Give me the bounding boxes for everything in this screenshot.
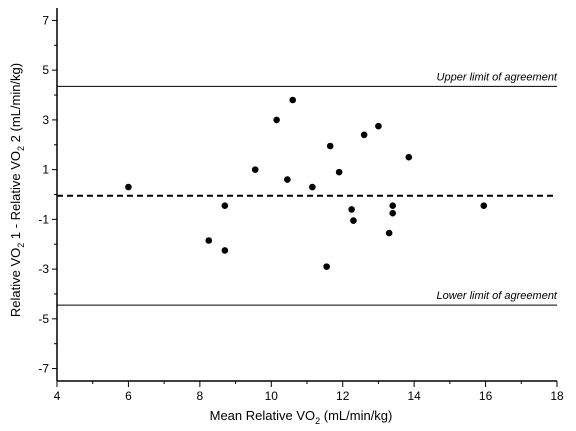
lower-limit-label: Lower limit of agreement xyxy=(437,290,558,302)
data-point xyxy=(273,116,280,124)
data-point xyxy=(405,153,413,161)
data-point xyxy=(375,122,382,130)
data-point xyxy=(125,183,132,191)
data-point xyxy=(385,229,393,237)
upper-limit-label: Upper limit of agreement xyxy=(437,71,558,83)
x-axis-title-main: Mean Relative VO xyxy=(210,408,316,423)
y-tick-label: -3 xyxy=(38,262,49,276)
data-point xyxy=(221,202,229,209)
data-point xyxy=(389,209,397,217)
y-tick-label: 3 xyxy=(42,113,49,127)
data-point xyxy=(323,263,330,270)
data-point xyxy=(251,166,259,173)
x-tick-label: 4 xyxy=(54,389,61,403)
x-tick-label: 6 xyxy=(125,389,132,403)
y-tick-label: -5 xyxy=(38,312,49,326)
y-minor-ticks xyxy=(54,44,57,345)
x-tick-label: 16 xyxy=(479,389,493,403)
y-axis-title-part3: 2 (mL/min/kg) xyxy=(8,63,23,146)
data-point xyxy=(350,217,357,224)
data-point xyxy=(389,202,397,209)
data-point xyxy=(309,183,316,191)
y-axis-title-part2: 1 - Relative VO xyxy=(8,151,23,243)
x-tick-label: 8 xyxy=(197,389,204,403)
y-axis-title-sub2: 2 xyxy=(16,146,26,151)
y-tick-label: -1 xyxy=(38,212,49,226)
y-axis-title-part1: Relative VO xyxy=(8,248,23,317)
data-point xyxy=(348,206,355,213)
y-tick-label: 5 xyxy=(42,63,49,77)
x-tick-label: 12 xyxy=(336,389,350,403)
y-tick-label: 7 xyxy=(42,13,49,27)
data-point xyxy=(326,142,334,150)
y-axis-title: Relative VO2 1 - Relative VO2 2 (mL/min/… xyxy=(8,63,26,317)
data-point xyxy=(284,176,291,183)
data-point xyxy=(221,247,229,254)
y-tick-label: 1 xyxy=(42,163,49,177)
x-axis-title-unit: (mL/min/kg) xyxy=(320,408,392,423)
data-point xyxy=(480,202,488,209)
x-axis-title-sub: 2 xyxy=(315,416,320,426)
x-tick-label: 18 xyxy=(550,389,564,403)
x-tick-label: 10 xyxy=(265,389,279,403)
data-points xyxy=(125,96,488,270)
data-point xyxy=(360,131,368,139)
x-axis-title: Mean Relative VO2 (mL/min/kg) xyxy=(210,408,393,426)
data-point xyxy=(205,237,213,244)
y-tick-label: -7 xyxy=(38,362,49,376)
y-ticks: 7 5 3 1 -1 -3 -5 -7 xyxy=(38,13,57,376)
data-point xyxy=(289,96,297,104)
data-point xyxy=(335,168,343,176)
x-tick-label: 14 xyxy=(407,389,421,403)
x-ticks: 4 6 8 10 12 14 16 18 xyxy=(54,381,564,403)
y-axis-title-sub1: 2 xyxy=(16,243,26,248)
